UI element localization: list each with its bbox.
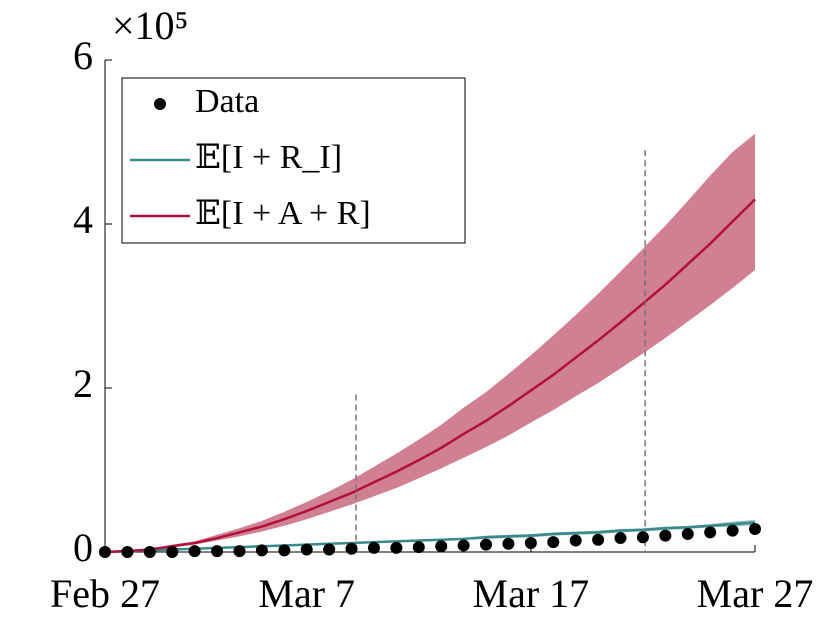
data-point xyxy=(233,545,246,558)
data-point xyxy=(166,546,179,558)
data-point xyxy=(255,544,268,557)
x-tick-label: Mar 27 xyxy=(697,571,814,616)
data-point xyxy=(659,529,672,542)
data-point xyxy=(592,533,605,546)
data-point xyxy=(188,545,201,558)
data-point xyxy=(211,545,224,558)
y-tick-label: 4 xyxy=(73,197,93,242)
y-tick-label: 2 xyxy=(73,361,93,406)
mean-line xyxy=(104,521,756,554)
data-point xyxy=(278,544,291,557)
data-point xyxy=(121,546,134,558)
legend-label: 𝔼[I + A + R] xyxy=(195,195,371,232)
exponent-label: ×10⁵ xyxy=(112,3,189,48)
x-tick-label: Mar 7 xyxy=(258,571,355,616)
data-point xyxy=(569,534,582,547)
data-point xyxy=(300,543,313,556)
data-point xyxy=(390,541,403,554)
mean-line xyxy=(104,198,756,554)
data-point xyxy=(345,542,358,555)
y-tick-label: 6 xyxy=(73,33,93,78)
data-point xyxy=(502,537,515,550)
data-point xyxy=(367,541,380,554)
y-tick-label: 0 xyxy=(73,525,93,570)
data-point xyxy=(524,536,537,549)
data-point xyxy=(614,532,627,545)
data-point xyxy=(480,538,493,551)
data-point xyxy=(457,539,470,552)
data-point xyxy=(681,527,694,540)
legend-label: Data xyxy=(195,83,259,120)
data-point xyxy=(143,546,156,558)
x-tick-label: Mar 17 xyxy=(473,571,590,616)
legend-label: 𝔼[I + R_I] xyxy=(195,139,342,176)
legend-marker xyxy=(154,98,166,110)
data-point xyxy=(99,546,111,558)
confidence-band xyxy=(105,133,755,553)
x-tick-label: Feb 27 xyxy=(50,571,160,616)
data-point xyxy=(412,541,425,554)
data-point xyxy=(726,524,739,537)
data-point xyxy=(323,543,336,556)
data-point xyxy=(749,523,761,536)
data-point xyxy=(435,540,448,553)
data-point xyxy=(547,536,560,549)
data-point xyxy=(636,531,649,544)
legend: Data 𝔼[I + R_I] 𝔼[I + A + R] xyxy=(121,77,466,244)
data-point xyxy=(704,526,717,539)
